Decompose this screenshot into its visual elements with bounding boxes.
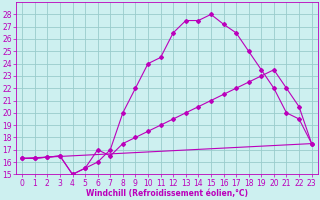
- X-axis label: Windchill (Refroidissement éolien,°C): Windchill (Refroidissement éolien,°C): [86, 189, 248, 198]
